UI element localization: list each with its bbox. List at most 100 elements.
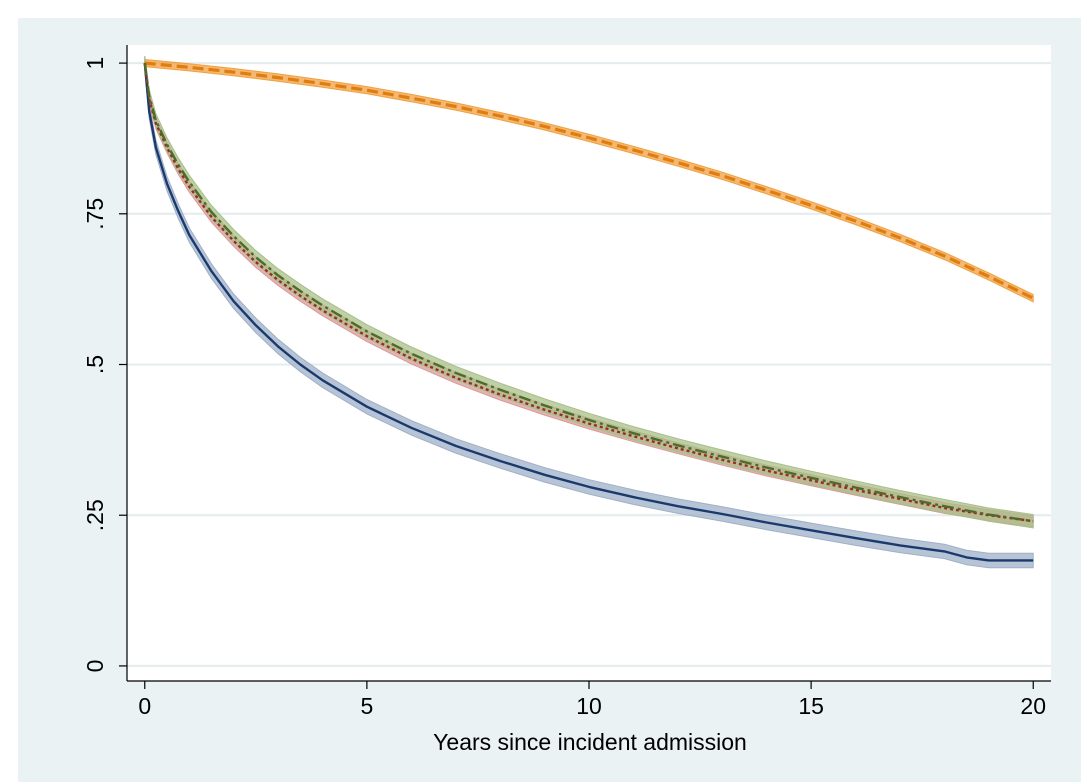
data-point-series-2 bbox=[277, 346, 279, 348]
data-point-series-2 bbox=[988, 560, 990, 562]
data-point-series-4 bbox=[277, 274, 279, 276]
data-point-series-1 bbox=[677, 162, 679, 164]
data-point-series-1 bbox=[322, 83, 324, 85]
data-point-series-4 bbox=[322, 305, 324, 307]
data-point-series-3 bbox=[588, 423, 590, 425]
line-series-1 bbox=[144, 61, 1034, 300]
data-point-series-1 bbox=[544, 126, 546, 128]
data-point-series-3 bbox=[277, 279, 279, 281]
data-point-series-2 bbox=[588, 486, 590, 488]
data-point-series-2 bbox=[410, 427, 412, 429]
confidence-bands bbox=[144, 55, 1034, 569]
data-point-series-2 bbox=[633, 496, 635, 498]
data-point-series-1 bbox=[366, 89, 368, 91]
data-point-series-3 bbox=[721, 459, 723, 461]
data-point-series-2 bbox=[899, 545, 901, 547]
confidence-band-series-2 bbox=[144, 55, 1034, 569]
data-point-series-3 bbox=[499, 394, 501, 396]
data-point-series-3 bbox=[177, 168, 179, 170]
data-point-series-2 bbox=[721, 513, 723, 515]
series-lines bbox=[143, 61, 1034, 562]
data-point-series-4 bbox=[944, 505, 946, 507]
data-point-series-4 bbox=[899, 496, 901, 498]
data-point-series-3 bbox=[544, 409, 546, 411]
x-tick-label: 10 bbox=[576, 693, 602, 719]
data-point-series-3 bbox=[633, 435, 635, 437]
data-point-series-1 bbox=[721, 175, 723, 177]
data-point-series-3 bbox=[366, 335, 368, 337]
data-point-series-3 bbox=[455, 377, 457, 379]
data-point-series-4 bbox=[144, 62, 146, 64]
data-point-series-2 bbox=[544, 474, 546, 476]
data-point-series-1 bbox=[944, 255, 946, 257]
data-point-series-4 bbox=[1032, 520, 1034, 522]
data-point-series-3 bbox=[255, 261, 257, 263]
data-point-series-4 bbox=[810, 477, 812, 479]
data-point-series-4 bbox=[410, 353, 412, 355]
data-point-series-4 bbox=[988, 514, 990, 516]
data-point-series-1 bbox=[899, 237, 901, 239]
data-point-series-3 bbox=[299, 295, 301, 297]
data-point-series-2 bbox=[455, 445, 457, 447]
data-point-series-3 bbox=[855, 489, 857, 491]
data-point-series-2 bbox=[155, 147, 157, 149]
data-point-series-2 bbox=[677, 505, 679, 507]
data-point-series-4 bbox=[299, 290, 301, 292]
data-point-series-3 bbox=[410, 358, 412, 360]
data-point-series-1 bbox=[499, 115, 501, 117]
y-tick-label: .75 bbox=[82, 198, 108, 230]
data-point-series-1 bbox=[277, 77, 279, 79]
data-point-series-2 bbox=[966, 557, 968, 559]
data-point-series-2 bbox=[855, 537, 857, 539]
data-point-series-4 bbox=[188, 181, 190, 183]
data-point-series-2 bbox=[499, 460, 501, 462]
data-point-series-1 bbox=[233, 71, 235, 73]
data-point-series-2 bbox=[188, 234, 190, 236]
y-tick-label: .25 bbox=[82, 499, 108, 531]
data-point-series-3 bbox=[233, 240, 235, 242]
data-point-series-2 bbox=[1032, 560, 1034, 562]
data-point-series-3 bbox=[322, 309, 324, 311]
data-point-series-4 bbox=[166, 144, 168, 146]
data-point-series-3 bbox=[148, 98, 150, 100]
grid-lines bbox=[127, 62, 1051, 667]
data-point-series-4 bbox=[855, 487, 857, 489]
data-point-series-2 bbox=[810, 529, 812, 531]
data-point-series-4 bbox=[177, 164, 179, 166]
data-point-series-4 bbox=[455, 372, 457, 374]
data-point-series-1 bbox=[455, 106, 457, 108]
data-point-series-4 bbox=[366, 331, 368, 333]
data-point-series-4 bbox=[255, 256, 257, 258]
data-point-series-2 bbox=[766, 522, 768, 524]
line-series-3 bbox=[143, 62, 1034, 523]
data-point-series-4 bbox=[233, 235, 235, 237]
data-point-series-4 bbox=[148, 95, 150, 97]
x-tick-label: 20 bbox=[1020, 693, 1046, 719]
data-point-series-1 bbox=[855, 220, 857, 222]
confidence-band-series-4 bbox=[144, 56, 1034, 529]
y-tick-label: .5 bbox=[82, 355, 108, 374]
data-point-series-3 bbox=[810, 479, 812, 481]
data-point-series-3 bbox=[677, 447, 679, 449]
data-point-series-3 bbox=[766, 470, 768, 472]
data-point-series-4 bbox=[211, 211, 213, 213]
data-point-series-2 bbox=[166, 183, 168, 185]
y-tick-label: 0 bbox=[82, 660, 108, 673]
x-tick-label: 0 bbox=[138, 693, 151, 719]
data-point-series-3 bbox=[188, 186, 190, 188]
data-point-series-2 bbox=[299, 364, 301, 366]
data-point-series-4 bbox=[677, 444, 679, 446]
data-point-series-2 bbox=[255, 324, 257, 326]
data-point-series-2 bbox=[211, 270, 213, 272]
data-point-series-2 bbox=[177, 210, 179, 212]
x-tick-label: 15 bbox=[798, 693, 824, 719]
data-point-series-1 bbox=[588, 137, 590, 139]
line-series-2 bbox=[143, 62, 1034, 562]
data-point-series-2 bbox=[366, 406, 368, 408]
data-point-series-4 bbox=[499, 389, 501, 391]
data-point-series-2 bbox=[944, 551, 946, 553]
data-point-series-1 bbox=[810, 205, 812, 207]
data-point-series-1 bbox=[1032, 297, 1034, 299]
data-point-series-1 bbox=[766, 189, 768, 191]
